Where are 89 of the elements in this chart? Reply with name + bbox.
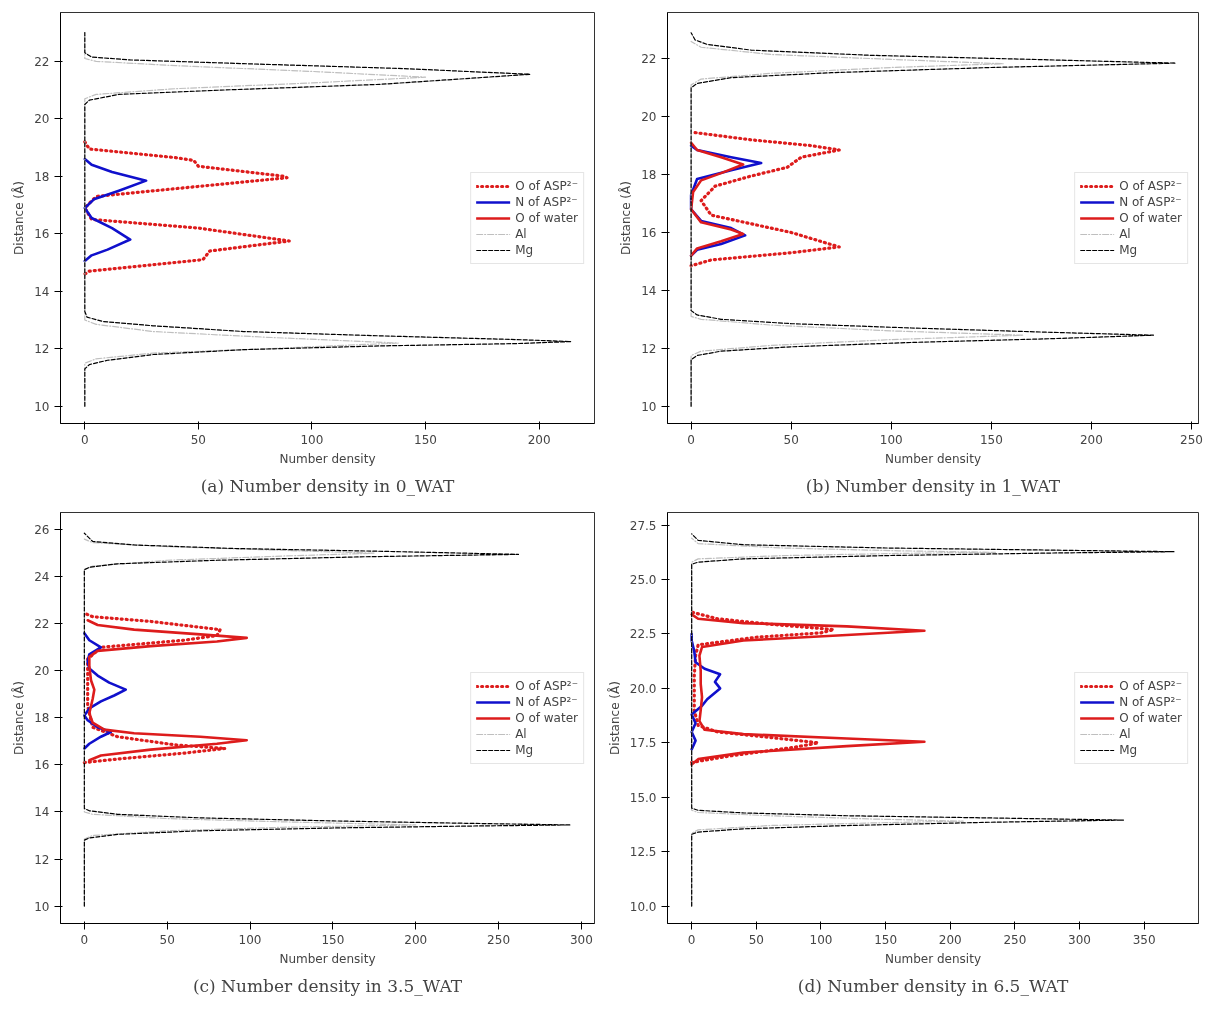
y-tick-label: 16 bbox=[34, 227, 50, 242]
legend-label: Mg bbox=[515, 241, 535, 258]
x-tick-label: 0 bbox=[687, 932, 696, 947]
x-axis-title: Number density bbox=[279, 451, 376, 466]
y-tick-label: 20 bbox=[34, 112, 50, 127]
x-tick-label: 100 bbox=[300, 432, 324, 447]
y-tick-label: 20 bbox=[641, 110, 657, 125]
x-tick-label: 0 bbox=[687, 432, 695, 447]
y-axis-title: Distance (Å) bbox=[618, 181, 634, 255]
y-tick-label: 10 bbox=[34, 399, 50, 414]
y-tick-label: 27.5 bbox=[629, 518, 657, 533]
y-tick-label: 18 bbox=[641, 168, 657, 183]
x-tick-label: 350 bbox=[1132, 932, 1156, 947]
legend-label: N of ASP²⁻ bbox=[1119, 193, 1182, 210]
x-tick-label: 250 bbox=[487, 932, 511, 947]
x-axis-title: Number density bbox=[884, 951, 982, 966]
y-tick-label: 17.5 bbox=[629, 736, 657, 751]
y-tick-label: 12 bbox=[34, 342, 50, 357]
legend-label: O of water bbox=[515, 209, 578, 226]
legend-label: Al bbox=[1119, 725, 1132, 742]
y-tick-label: 20.0 bbox=[629, 681, 657, 696]
legend-label: Al bbox=[1119, 225, 1132, 242]
legend-label: O of water bbox=[515, 709, 578, 726]
y-tick-label: 22.5 bbox=[629, 627, 657, 642]
y-tick-label: 25.0 bbox=[629, 573, 657, 588]
x-tick-label: 250 bbox=[1003, 932, 1027, 947]
x-tick-label: 50 bbox=[783, 432, 799, 447]
x-tick-label: 150 bbox=[874, 932, 898, 947]
y-tick-label: 14 bbox=[34, 284, 50, 299]
x-tick-label: 200 bbox=[1079, 432, 1103, 447]
x-tick-label: 150 bbox=[414, 432, 437, 447]
legend-label: O of ASP²⁻ bbox=[515, 177, 578, 194]
x-tick-label: 250 bbox=[1180, 432, 1203, 447]
y-tick-label: 10 bbox=[34, 899, 50, 914]
y-tick-label: 10 bbox=[641, 399, 657, 414]
x-tick-label: 0 bbox=[80, 432, 89, 447]
x-axis-title: Number density bbox=[279, 951, 376, 966]
y-tick-label: 15.0 bbox=[629, 790, 657, 805]
x-tick-label: 200 bbox=[938, 932, 962, 947]
x-tick-label: 200 bbox=[527, 432, 551, 447]
y-tick-label: 20 bbox=[34, 664, 50, 679]
x-tick-label: 100 bbox=[238, 932, 262, 947]
legend-label: Al bbox=[515, 725, 528, 742]
y-tick-label: 26 bbox=[34, 523, 50, 538]
y-tick-label: 12.5 bbox=[629, 845, 657, 860]
y-axis-title: Distance (Å) bbox=[606, 681, 622, 755]
y-tick-label: 22 bbox=[34, 617, 50, 632]
y-tick-label: 16 bbox=[34, 758, 50, 773]
legend-label: N of ASP²⁻ bbox=[515, 693, 578, 710]
x-tick-label: 50 bbox=[159, 932, 175, 947]
y-tick-label: 12 bbox=[34, 852, 50, 867]
legend-label: O of ASP²⁻ bbox=[1119, 177, 1182, 194]
y-tick-label: 16 bbox=[641, 225, 657, 240]
x-tick-label: 150 bbox=[979, 432, 1003, 447]
y-tick-label: 22 bbox=[641, 52, 657, 67]
legend-label: Mg bbox=[1119, 241, 1139, 258]
x-tick-label: 150 bbox=[321, 932, 345, 947]
x-tick-label: 100 bbox=[879, 432, 903, 447]
legend-label: O of water bbox=[1119, 709, 1182, 726]
y-tick-label: 24 bbox=[34, 570, 50, 585]
x-tick-label: 300 bbox=[1068, 932, 1092, 947]
x-tick-label: 50 bbox=[748, 932, 764, 947]
x-tick-label: 100 bbox=[809, 932, 833, 947]
x-tick-label: 200 bbox=[404, 932, 428, 947]
legend-label: Mg bbox=[1119, 741, 1139, 758]
y-tick-label: 10.0 bbox=[629, 899, 657, 914]
text: (d) Number density in 6.5_WAT bbox=[797, 975, 1069, 996]
legend-label: Mg bbox=[515, 741, 535, 758]
legend-label: N of ASP²⁻ bbox=[1119, 693, 1182, 710]
y-tick-label: 12 bbox=[641, 341, 657, 356]
x-tick-label: 300 bbox=[569, 932, 593, 947]
legend-label: N of ASP²⁻ bbox=[515, 193, 578, 210]
legend-label: Al bbox=[515, 225, 528, 242]
y-tick-label: 18 bbox=[34, 169, 50, 184]
text: (a) Number density in 0_WAT bbox=[200, 475, 455, 496]
y-axis-title: Distance (Å) bbox=[11, 681, 27, 755]
legend-label: O of ASP²⁻ bbox=[515, 677, 578, 694]
legend-label: O of ASP²⁻ bbox=[1119, 677, 1182, 694]
x-axis-title: Number density bbox=[884, 451, 982, 466]
y-tick-label: 18 bbox=[34, 711, 50, 726]
y-axis-title: Distance (Å) bbox=[11, 181, 27, 255]
x-tick-label: 0 bbox=[80, 932, 89, 947]
y-tick-label: 22 bbox=[34, 54, 50, 69]
text: (b) Number density in 1_WAT bbox=[805, 475, 1061, 496]
y-tick-label: 14 bbox=[641, 283, 657, 298]
text: (c) Number density in 3.5_WAT bbox=[192, 975, 463, 996]
x-tick-label: 50 bbox=[190, 432, 207, 447]
legend-label: O of water bbox=[1119, 209, 1182, 226]
y-tick-label: 14 bbox=[34, 805, 50, 820]
